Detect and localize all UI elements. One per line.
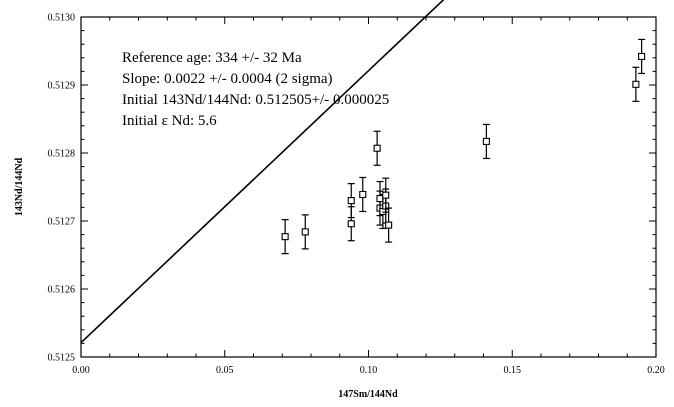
- data-point: [359, 176, 367, 213]
- y-tick-label: 0.5126: [48, 285, 76, 296]
- point-marker: [347, 197, 355, 205]
- data-point: [347, 183, 355, 219]
- data-point: [281, 219, 289, 255]
- x-axis-label: 147Sm/144Nd: [338, 389, 398, 400]
- data-point: [385, 207, 393, 243]
- point-marker: [482, 137, 490, 145]
- data-point: [482, 123, 490, 160]
- point-marker: [632, 80, 640, 88]
- x-tick-label: 0.00: [72, 365, 90, 376]
- x-axis: 0.00 0.05 0.10 0.15 0.20: [72, 17, 665, 376]
- annotation-line: Initial 143Nd/144Nd: 0.512505+/- 0.00002…: [122, 92, 389, 108]
- point-marker: [638, 52, 646, 60]
- point-marker: [373, 144, 381, 152]
- data-point: [382, 177, 390, 213]
- annotation-line: Initial ε Nd: 5.6: [122, 113, 217, 129]
- annotation-line: Reference age: 334 +/- 32 Ma: [122, 50, 302, 66]
- point-marker: [382, 191, 390, 199]
- x-tick-label: 0.20: [647, 365, 665, 376]
- point-marker: [359, 190, 367, 199]
- y-axis: 0.5125 0.5126 0.5127 0.5128 0.5129 0.5130: [48, 13, 656, 364]
- data-point: [632, 66, 640, 102]
- point-marker: [376, 195, 384, 203]
- data-point: [373, 130, 381, 166]
- y-tick-label: 0.5127: [48, 217, 76, 228]
- point-marker: [385, 221, 393, 229]
- point-marker: [347, 220, 355, 228]
- x-tick-label: 0.10: [360, 365, 378, 376]
- x-tick-label: 0.05: [216, 365, 234, 376]
- regression-line: [80, 0, 445, 344]
- data-point: [301, 214, 309, 250]
- y-tick-label: 0.5125: [48, 353, 76, 364]
- y-tick-label: 0.5129: [48, 81, 76, 92]
- y-tick-label: 0.5130: [48, 13, 76, 24]
- point-marker: [281, 233, 289, 241]
- data-points: [281, 38, 646, 255]
- y-axis-label: 143Nd/144Nd: [14, 157, 25, 216]
- plot-frame: [80, 16, 657, 358]
- annotation-line: Slope: 0.0022 +/- 0.0004 (2 sigma): [122, 71, 333, 87]
- point-marker: [301, 228, 309, 236]
- annotation-block: Reference age: 334 +/- 32 Ma Slope: 0.002…: [122, 50, 389, 129]
- y-tick-label: 0.5128: [48, 149, 76, 160]
- x-tick-label: 0.15: [504, 365, 522, 376]
- data-point: [638, 38, 646, 75]
